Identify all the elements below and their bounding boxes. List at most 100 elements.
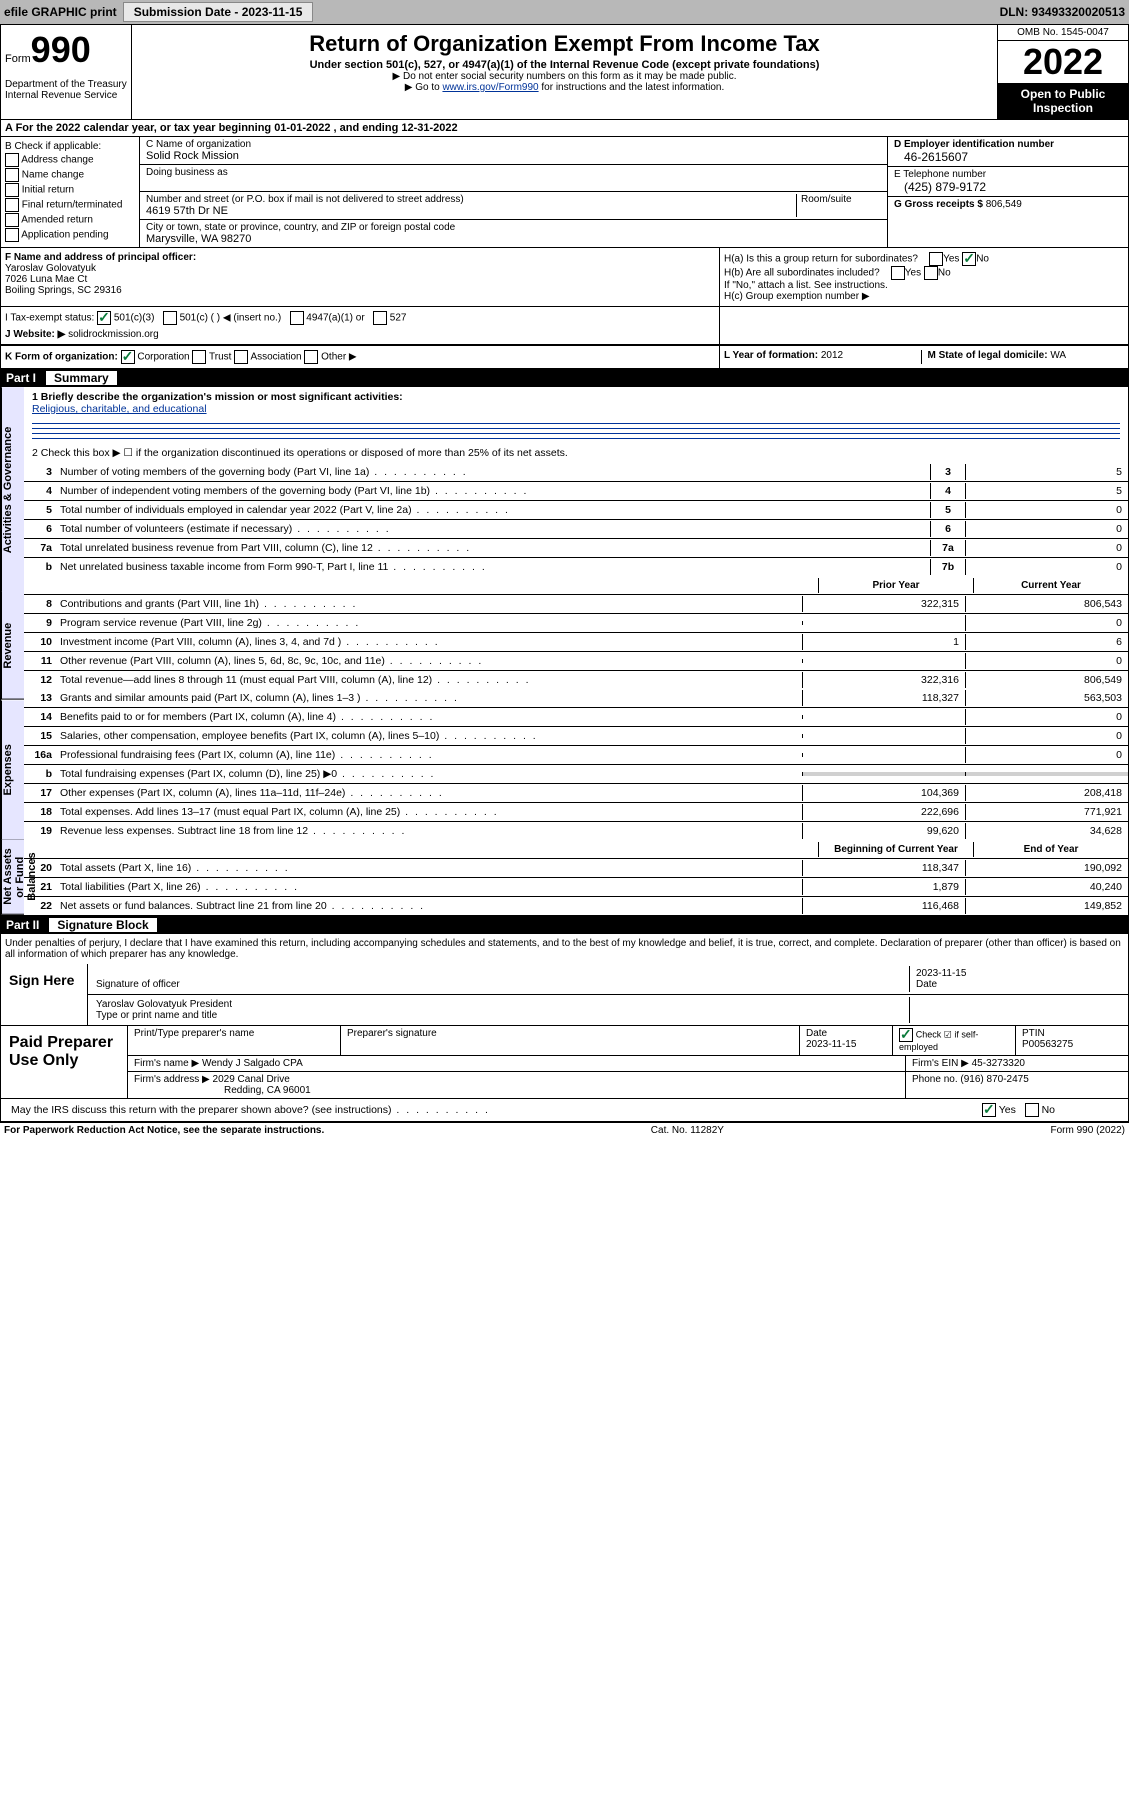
efile-label: efile GRAPHIC print (4, 5, 117, 19)
top-bar: efile GRAPHIC print Submission Date - 20… (0, 0, 1129, 24)
line-7a: 7aTotal unrelated business revenue from … (24, 539, 1128, 558)
sign-here-label: Sign Here (1, 964, 88, 1025)
line-12: 12Total revenue—add lines 8 through 11 (… (24, 671, 1128, 689)
assoc-checkbox[interactable] (234, 350, 248, 364)
website-value: solidrockmission.org (68, 329, 159, 340)
tab-revenue: Revenue (1, 592, 24, 700)
submission-date-button[interactable]: Submission Date - 2023-11-15 (123, 2, 314, 22)
officer-sig-name: Yaroslav Golovatyuk President (96, 999, 232, 1010)
summary-section: Activities & Governance Revenue Expenses… (0, 387, 1129, 916)
irs-link[interactable]: www.irs.gov/Form990 (442, 82, 538, 93)
box-d: D Employer identification number46-26156… (888, 137, 1128, 247)
note-2: ▶ Go to www.irs.gov/Form990 for instruct… (136, 82, 993, 93)
row-fh: F Name and address of principal officer:… (0, 248, 1129, 307)
line-6: 6Total number of volunteers (estimate if… (24, 520, 1128, 539)
form-prefix: Form (5, 53, 31, 65)
box-i: I Tax-exempt status: 501(c)(3) 501(c) ( … (5, 311, 715, 325)
box-f: F Name and address of principal officer:… (1, 248, 720, 306)
line-9: 9Program service revenue (Part VIII, lin… (24, 614, 1128, 633)
line-22: 22Net assets or fund balances. Subtract … (24, 897, 1128, 915)
box-m: M State of legal domicile: WA (921, 350, 1125, 364)
hb-no-checkbox[interactable] (924, 266, 938, 280)
ptin-value: P00563275 (1022, 1039, 1073, 1050)
inspection-label: Open to Public Inspection (998, 83, 1128, 119)
box-j: J Website: ▶ solidrockmission.org (5, 329, 715, 340)
mission-text[interactable]: Religious, charitable, and educational (32, 403, 207, 415)
line-11: 11Other revenue (Part VIII, column (A), … (24, 652, 1128, 671)
other-checkbox[interactable] (304, 350, 318, 364)
box-k: K Form of organization: Corporation Trus… (1, 346, 720, 368)
paid-preparer-label: Paid Preparer Use Only (1, 1026, 127, 1098)
row-klm: K Form of organization: Corporation Trus… (0, 346, 1129, 369)
ha-no-checkbox[interactable] (962, 252, 976, 266)
line-10: 10Investment income (Part VIII, column (… (24, 633, 1128, 652)
tab-expenses: Expenses (1, 700, 24, 840)
form-number: 990 (31, 29, 91, 70)
app-pending-checkbox[interactable]: Application pending (5, 228, 135, 242)
527-checkbox[interactable] (373, 311, 387, 325)
discuss-row: May the IRS discuss this return with the… (0, 1099, 1129, 1122)
firm-name: Wendy J Salgado CPA (202, 1058, 303, 1069)
summary-body: 1 Briefly describe the organization's mi… (24, 387, 1128, 915)
line-19: 19Revenue less expenses. Subtract line 1… (24, 822, 1128, 840)
line-13: 13Grants and similar amounts paid (Part … (24, 689, 1128, 708)
gross-receipts: 806,549 (986, 199, 1022, 210)
box-h: H(a) Is this a group return for subordin… (720, 248, 1128, 306)
phone-value: (425) 879-9172 (894, 180, 1122, 194)
org-city: Marysville, WA 98270 (146, 233, 251, 245)
col-header-rev: Prior Year Current Year (24, 576, 1128, 595)
discuss-yes-checkbox[interactable] (982, 1103, 996, 1117)
discuss-no-checkbox[interactable] (1025, 1103, 1039, 1117)
tab-netassets: Net Assets or Fund Balances (1, 840, 24, 915)
col-header-na: Beginning of Current Year End of Year (24, 840, 1128, 859)
title-box: Return of Organization Exempt From Incom… (132, 25, 997, 119)
line-b: bNet unrelated business taxable income f… (24, 558, 1128, 576)
form-title: Return of Organization Exempt From Incom… (136, 31, 993, 57)
firm-phone: (916) 870-2475 (960, 1074, 1028, 1085)
page-container: efile GRAPHIC print Submission Date - 20… (0, 0, 1129, 1138)
row-ij: I Tax-exempt status: 501(c)(3) 501(c) ( … (0, 307, 1129, 346)
firm-address: 2029 Canal Drive (213, 1074, 290, 1085)
preparer-block: Paid Preparer Use Only Print/Type prepar… (0, 1026, 1129, 1099)
line-15: 15Salaries, other compensation, employee… (24, 727, 1128, 746)
501c-checkbox[interactable] (163, 311, 177, 325)
ha-yes-checkbox[interactable] (929, 252, 943, 266)
line-1: 1 Briefly describe the organization's mi… (24, 387, 1128, 419)
section-a: A For the 2022 calendar year, or tax yea… (0, 120, 1129, 137)
dept-label: Department of the Treasury Internal Reve… (1, 75, 139, 105)
trust-checkbox[interactable] (192, 350, 206, 364)
officer-name: Yaroslav Golovatyuk (5, 263, 96, 274)
box-b: B Check if applicable: Address change Na… (1, 137, 140, 247)
form-header: Form990 Department of the Treasury Inter… (0, 24, 1129, 120)
tax-year: 2022 (998, 41, 1128, 83)
note-1: ▶ Do not enter social security numbers o… (136, 71, 993, 82)
line-17: 17Other expenses (Part IX, column (A), l… (24, 784, 1128, 803)
line-b: bTotal fundraising expenses (Part IX, co… (24, 765, 1128, 784)
name-change-checkbox[interactable]: Name change (5, 168, 135, 182)
hb-yes-checkbox[interactable] (891, 266, 905, 280)
dln-label: DLN: 93493320020513 (1000, 5, 1125, 19)
4947-checkbox[interactable] (290, 311, 304, 325)
year-box: OMB No. 1545-0047 2022 Open to Public In… (997, 25, 1128, 119)
line-2: 2 Check this box ▶ ☐ if the organization… (24, 443, 1128, 463)
initial-return-checkbox[interactable]: Initial return (5, 183, 135, 197)
sig-date: 2023-11-15 (916, 968, 966, 979)
corp-checkbox[interactable] (121, 350, 135, 364)
line-14: 14Benefits paid to or for members (Part … (24, 708, 1128, 727)
form-subtitle: Under section 501(c), 527, or 4947(a)(1)… (136, 59, 993, 71)
box-c: C Name of organizationSolid Rock Mission… (140, 137, 888, 247)
line-3: 3Number of voting members of the governi… (24, 463, 1128, 482)
part-2-header: Part II Signature Block (0, 916, 1129, 934)
line-8: 8Contributions and grants (Part VIII, li… (24, 595, 1128, 614)
line-20: 20Total assets (Part X, line 16)118,3471… (24, 859, 1128, 878)
part-1-header: Part I Summary (0, 369, 1129, 387)
line-18: 18Total expenses. Add lines 13–17 (must … (24, 803, 1128, 822)
amended-return-checkbox[interactable]: Amended return (5, 213, 135, 227)
final-return-checkbox[interactable]: Final return/terminated (5, 198, 135, 212)
signature-block: Under penalties of perjury, I declare th… (0, 934, 1129, 1026)
self-employed-checkbox[interactable] (899, 1028, 913, 1042)
addr-change-checkbox[interactable]: Address change (5, 153, 135, 167)
501c3-checkbox[interactable] (97, 311, 111, 325)
org-name: Solid Rock Mission (146, 150, 239, 162)
firm-ein: 45-3273320 (972, 1058, 1025, 1069)
